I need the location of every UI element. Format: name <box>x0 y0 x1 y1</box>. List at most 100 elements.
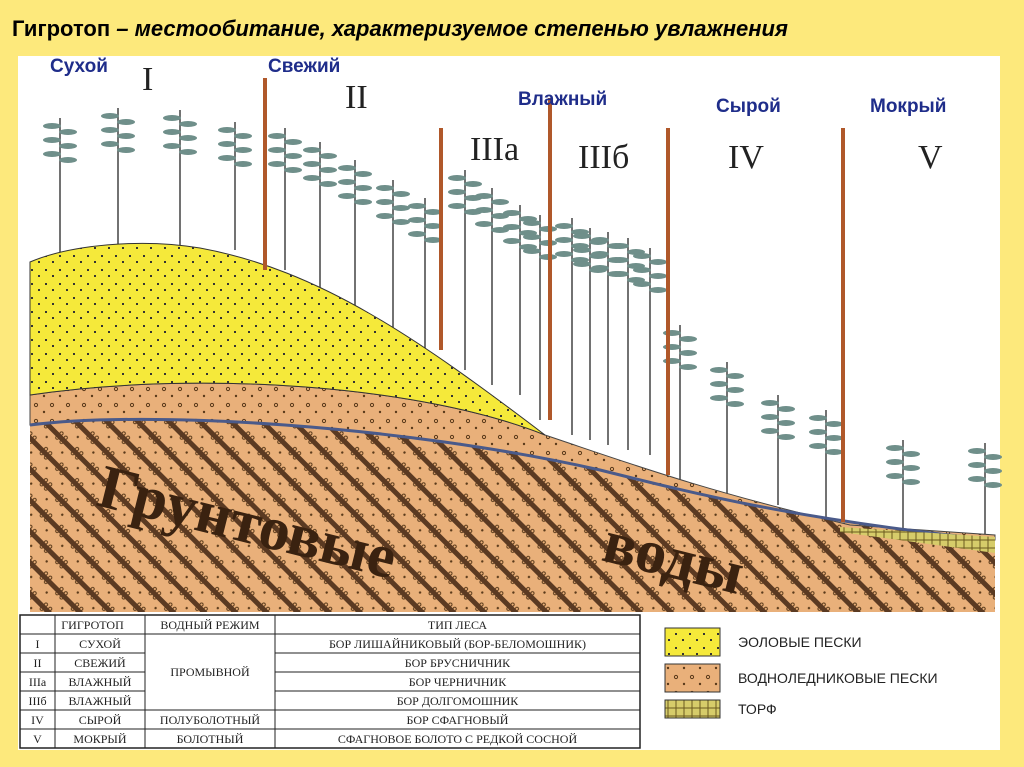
tree-crown <box>408 203 426 209</box>
tree-crown <box>354 171 372 177</box>
tree-crown <box>611 257 629 263</box>
table-cell: I <box>36 637 40 651</box>
tree-crown <box>376 199 394 205</box>
tree-crown <box>319 181 337 187</box>
tree-crown <box>902 465 920 471</box>
groundwater-layer <box>30 419 995 612</box>
tree-crown <box>448 175 466 181</box>
tree-crown <box>101 127 119 133</box>
moisture-label: Мокрый <box>870 96 946 117</box>
tree-crown <box>591 251 609 257</box>
table-cell: СВЕЖИЙ <box>74 656 126 670</box>
tree-crown <box>392 191 410 197</box>
tree-crown <box>679 336 697 342</box>
tree-crown <box>218 127 236 133</box>
table-cell: БОР ДОЛГОМОШНИК <box>397 694 520 708</box>
tree-crown <box>649 287 667 293</box>
tree-crown <box>448 189 466 195</box>
tree-crown <box>663 344 681 350</box>
title: Гигротоп – местообитание, характеризуемо… <box>12 16 788 41</box>
tree-crown <box>475 193 493 199</box>
tree-crown <box>59 143 77 149</box>
tree-crown <box>777 406 795 412</box>
tree-crown <box>710 381 728 387</box>
tree-crown <box>777 420 795 426</box>
tree-crown <box>448 203 466 209</box>
tree-crown <box>761 400 779 406</box>
tree-crown <box>303 175 321 181</box>
tree-crown <box>376 213 394 219</box>
table-cell: V <box>33 732 42 746</box>
tree-crown <box>117 147 135 153</box>
tree-crown <box>303 161 321 167</box>
table-header: ВОДНЫЙ РЕЖИМ <box>160 618 259 632</box>
tree-crown <box>408 231 426 237</box>
zone-numeral: IIIа <box>470 131 519 168</box>
tree-crown <box>886 473 904 479</box>
tree-crown <box>475 221 493 227</box>
groundwater-line <box>29 417 996 542</box>
table-cell: БОР ЧЕРНИЧНИК <box>409 675 507 689</box>
tree-crown <box>218 155 236 161</box>
moisture-label: Сухой <box>50 56 108 77</box>
tree-crown <box>649 273 667 279</box>
tree-crown <box>902 451 920 457</box>
tree-crown <box>663 358 681 364</box>
tree-crown <box>809 415 827 421</box>
tree-crown <box>503 238 521 244</box>
tree-crown <box>761 414 779 420</box>
tree-crown <box>825 449 843 455</box>
zone-numeral: V <box>918 139 943 176</box>
tree-crown <box>591 237 609 243</box>
legend-label: ЭОЛОВЫЕ ПЕСКИ <box>738 634 862 650</box>
tree-crown <box>376 185 394 191</box>
tree-crown <box>268 147 286 153</box>
legend-label: ТОРФ <box>738 701 777 717</box>
tree-crown <box>234 147 252 153</box>
table-cell: ВЛАЖНЫЙ <box>69 694 132 708</box>
tree-crown <box>633 281 651 287</box>
table-cell: IIIа <box>29 675 47 689</box>
zone-borders <box>263 78 845 522</box>
moisture-label: Влажный <box>518 89 607 110</box>
tree-crown <box>284 139 302 145</box>
tree-crown <box>886 445 904 451</box>
tree-crown <box>338 179 356 185</box>
tree-crown <box>649 259 667 265</box>
legend-label: ВОДНОЛЕДНИКОВЫЕ ПЕСКИ <box>738 670 938 686</box>
tree-crown <box>218 141 236 147</box>
tree-crown <box>984 482 1002 488</box>
tree-crown <box>268 161 286 167</box>
tree-crown <box>809 429 827 435</box>
zone-numeral: I <box>142 61 153 98</box>
peat <box>840 527 995 553</box>
tree-crown <box>392 205 410 211</box>
legend: ЭОЛОВЫЕ ПЕСКИ ВОДНОЛЕДНИКОВЫЕ ПЕСКИ ТОРФ <box>664 627 938 719</box>
tree-crown <box>633 267 651 273</box>
tree-crown <box>633 253 651 259</box>
table-cell: СУХОЙ <box>79 637 121 651</box>
tree-crown <box>319 153 337 159</box>
tree-crown <box>573 247 591 253</box>
tree-crown <box>523 234 541 240</box>
tree-crown <box>424 209 442 215</box>
tree-crown <box>179 121 197 127</box>
tree-crown <box>163 129 181 135</box>
tree-crown <box>663 330 681 336</box>
tree-crown <box>503 224 521 230</box>
tree-crown <box>710 395 728 401</box>
table-cell: ВЛАЖНЫЙ <box>69 675 132 689</box>
table-frame <box>19 614 641 749</box>
table-header: ТИП ЛЕСА <box>428 618 488 632</box>
tree-crown <box>491 199 509 205</box>
zone-numeral: IIIб <box>578 139 629 176</box>
tree-crown <box>101 113 119 119</box>
tree-crown <box>392 219 410 225</box>
tree-crown <box>968 476 986 482</box>
legend-swatch <box>664 627 721 657</box>
tree-crown <box>59 129 77 135</box>
tree-crown <box>117 119 135 125</box>
tree-crown <box>117 133 135 139</box>
tree-crown <box>234 133 252 139</box>
tree-crown <box>268 133 286 139</box>
